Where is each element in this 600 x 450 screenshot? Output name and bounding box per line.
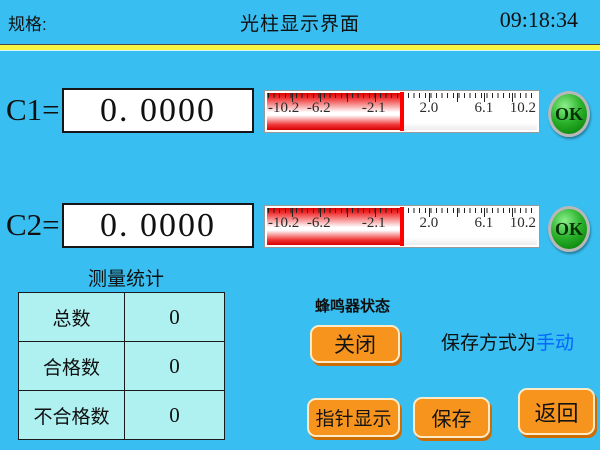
scale-label: 6.1	[474, 215, 494, 231]
save-button[interactable]: 保存	[413, 397, 490, 438]
gauge-positive-zone	[402, 93, 537, 130]
table-row-value: 0	[125, 293, 224, 341]
buzzer-close-button[interactable]: 关闭	[310, 325, 400, 363]
channel-1-value: 0. 0000	[100, 91, 216, 129]
scale-label: -10.2	[268, 100, 300, 116]
scale-label: -6.2	[306, 100, 331, 116]
scale-label: -2.1	[361, 100, 386, 116]
scale-label: 2.0	[419, 215, 439, 231]
scale-label: -6.2	[306, 215, 331, 231]
channel-2-label: C2=	[6, 207, 60, 242]
statistics-table: 总数 0 合格数 0 不合格数 0	[18, 292, 225, 440]
gauge-zero-indicator	[400, 92, 404, 131]
scale-label: 2.0	[419, 100, 439, 116]
back-button-label: 返回	[534, 400, 579, 426]
spec-label: 规格:	[8, 15, 47, 34]
table-row-label: 合格数	[19, 342, 124, 390]
table-row-value: 0	[125, 342, 224, 390]
channel-2-light-bar-gauge: -10.2 -6.2 -2.1 2.0 6.1 10.2	[264, 205, 540, 248]
channel-2-ok-status-lamp: OK	[548, 206, 590, 252]
gauge-zero-indicator	[400, 207, 404, 246]
gauge-positive-zone	[402, 208, 537, 245]
page-title: 光柱显示界面	[239, 14, 361, 35]
channel-2-value: 0. 0000	[100, 206, 216, 244]
buzzer-close-button-label: 关闭	[334, 334, 376, 357]
divider-line	[0, 44, 600, 51]
pointer-display-button-label: 指针显示	[315, 409, 392, 430]
pointer-display-button[interactable]: 指针显示	[307, 398, 400, 437]
gauge-negative-zone	[267, 208, 402, 245]
top-bar: 规格: 光柱显示界面 09:18:34	[0, 0, 600, 44]
save-mode-prefix: 保存方式为	[441, 333, 537, 354]
scale-label: -2.1	[361, 215, 386, 231]
channel-1-label: C1=	[6, 92, 60, 127]
clock: 09:18:34	[499, 7, 578, 32]
channel-1-light-bar-gauge: -10.2 -6.2 -2.1 2.0 6.1 10.2	[264, 90, 540, 133]
scale-label: 10.2	[509, 215, 536, 231]
scale-label: 10.2	[509, 100, 536, 116]
statistics-title: 测量统计	[88, 269, 165, 290]
ok-lamp-label: OK	[554, 218, 583, 239]
channel-1-ok-status-lamp: OK	[548, 91, 590, 137]
table-row-label: 总数	[19, 293, 124, 341]
table-row-label: 不合格数	[19, 391, 124, 439]
gauge-negative-zone	[267, 93, 402, 130]
buzzer-status-label: 蜂鸣器状态	[315, 298, 391, 315]
save-button-label: 保存	[431, 409, 472, 431]
ok-lamp-label: OK	[554, 103, 583, 124]
scale-label: 6.1	[474, 100, 494, 116]
scale-label: -10.2	[268, 215, 300, 231]
channel-2-value-display: 0. 0000	[62, 203, 254, 248]
save-mode-text: 保存方式为手动	[441, 328, 574, 355]
channel-1-value-display: 0. 0000	[62, 88, 254, 133]
table-row-value: 0	[125, 391, 224, 439]
back-button[interactable]: 返回	[518, 388, 595, 435]
save-mode-value: 手动	[536, 333, 575, 354]
